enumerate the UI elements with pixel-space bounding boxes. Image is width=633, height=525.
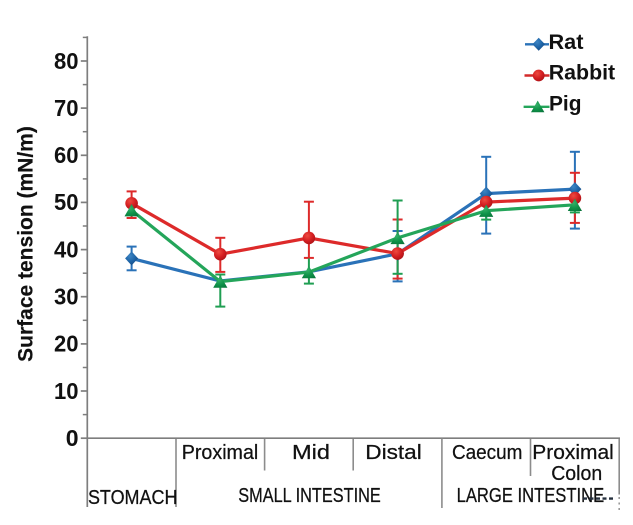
svg-text:Rabbit: Rabbit: [549, 61, 616, 85]
svg-text:Colon: Colon: [551, 463, 602, 485]
svg-text:Caecum: Caecum: [452, 442, 523, 464]
svg-text:LARGE INTESTINE: LARGE INTESTINE: [457, 485, 605, 507]
svg-text:Proximal: Proximal: [532, 442, 614, 464]
svg-text:20: 20: [54, 331, 79, 357]
svg-text:Distal: Distal: [365, 442, 422, 464]
svg-text:30: 30: [54, 284, 79, 310]
svg-text:Mid: Mid: [292, 442, 330, 464]
svg-text:40: 40: [54, 236, 79, 262]
svg-text:Proximal: Proximal: [182, 442, 259, 464]
svg-text:80: 80: [54, 48, 79, 74]
svg-text:STOMACH: STOMACH: [88, 487, 178, 509]
svg-text:Surface tension (mN/m): Surface tension (mN/m): [15, 126, 38, 362]
svg-text:Rat: Rat: [549, 30, 584, 54]
svg-text:0: 0: [66, 425, 79, 451]
svg-text:70: 70: [54, 95, 79, 121]
svg-text:Pig: Pig: [549, 91, 582, 115]
svg-text:60: 60: [54, 142, 79, 168]
svg-text:SMALL INTESTINE: SMALL INTESTINE: [238, 485, 381, 507]
svg-text:10: 10: [54, 378, 79, 404]
svg-text:50: 50: [54, 189, 79, 215]
